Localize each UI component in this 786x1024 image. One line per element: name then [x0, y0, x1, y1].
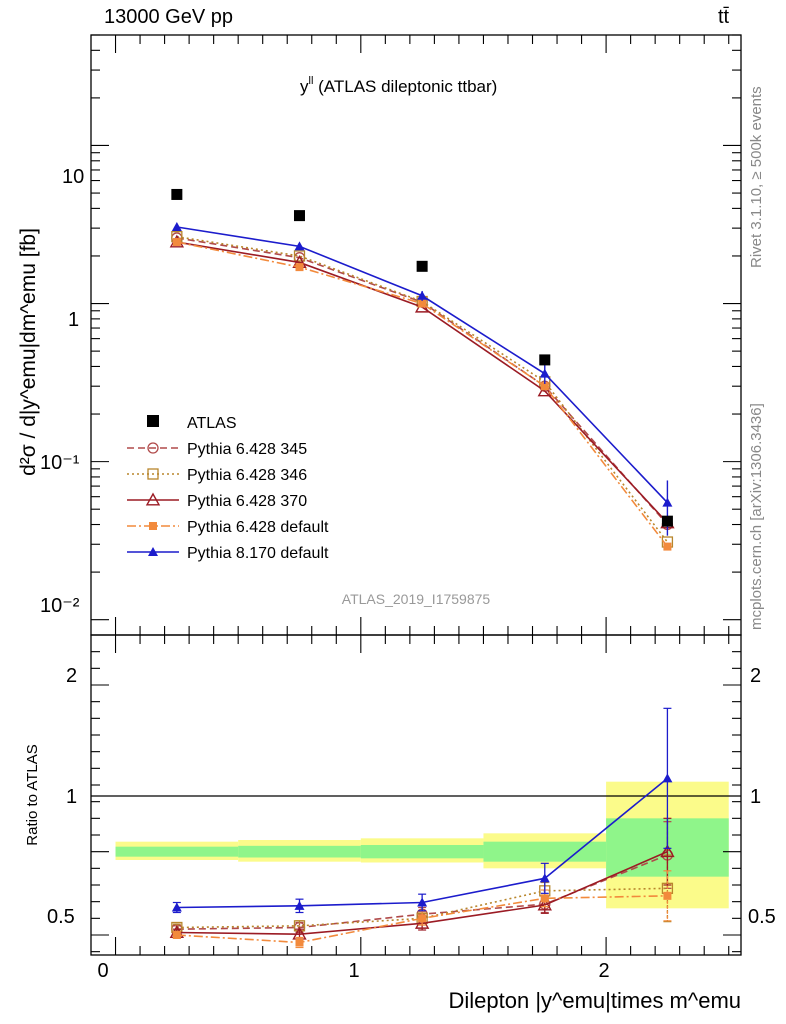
legend-label-series-3: Pythia 6.428 default [187, 519, 329, 536]
band-inner-2 [360, 845, 484, 859]
ratio-ytick-left-0.5: 0.5 [47, 906, 75, 928]
atlas-data-point [539, 354, 551, 366]
main-point-series-4 [171, 221, 182, 231]
ratio-y-axis-label: Ratio to ATLAS [24, 744, 41, 845]
band-inner-1 [238, 845, 361, 858]
main-point-series-4 [539, 368, 550, 378]
process-label: 13000 GeV pp [104, 6, 233, 28]
main-point-series-3 [663, 542, 672, 551]
axis-ticks [91, 34, 741, 955]
xtick-label-0: 0 [97, 960, 108, 982]
mc-ratio-series [169, 707, 675, 949]
legend-marker-series-2 [145, 492, 161, 506]
plot-frames [90, 34, 742, 956]
xtick-label-2: 2 [598, 960, 609, 982]
legend-marker-series-3 [149, 522, 157, 530]
atlas-data-points [171, 188, 673, 527]
ratio-ytick-right-2: 2 [750, 665, 761, 687]
ratio-point-series-4 [417, 897, 428, 907]
legend-label-atlas: ATLAS [187, 415, 237, 432]
ratio-point-series-4 [539, 873, 550, 883]
ytick-label-0.1: 10⁻¹ [40, 452, 80, 474]
atlas-data-point [171, 188, 183, 200]
ratio-point-series-3 [172, 931, 181, 939]
legend-marker-atlas [147, 415, 159, 427]
main-point-series-3 [172, 238, 181, 247]
ratio-plot-frame [90, 634, 742, 956]
legend-marker-series-0 [147, 442, 159, 454]
ratio-ytick-left-1: 1 [66, 786, 77, 808]
ratio-ytick-right-1: 1 [750, 786, 761, 808]
main-point-series-3 [418, 299, 427, 308]
band-inner-3 [483, 841, 607, 862]
ratio-ytick-right-0.5: 0.5 [748, 906, 776, 928]
legend-marker-series-4 [148, 547, 158, 556]
atlas-data-point [293, 210, 305, 222]
x-tick-labels: 0 1 2 [97, 960, 609, 982]
ratio-ytick-left-2: 2 [66, 665, 77, 687]
legend: ATLAS Pythia 6.428 345 Pythia 6.428 346 Py… [127, 415, 329, 562]
ratio-point-series-2 [414, 915, 430, 929]
band-inner-0 [115, 846, 239, 857]
main-point-series-3 [295, 263, 304, 272]
atlas-data-point [661, 515, 673, 527]
plot-title: yll (ATLAS dileptonic ttbar) [300, 75, 497, 96]
xtick-label-1: 1 [348, 960, 359, 982]
main-point-series-3 [540, 382, 549, 391]
main-point-series-4 [417, 290, 428, 300]
legend-label-series-1: Pythia 6.428 346 [187, 467, 307, 484]
final-state-label: tt̄ [718, 6, 730, 28]
legend-label-series-4: Pythia 8.170 default [187, 545, 329, 562]
main-point-series-4 [662, 497, 673, 507]
ratio-point-series-3 [295, 938, 304, 947]
main-y-tick-labels: 10 1 10⁻¹ 10⁻² [40, 166, 84, 617]
ratio-uncertainty-bands [115, 781, 729, 909]
ratio-point-series-2 [537, 897, 552, 911]
legend-label-series-0: Pythia 6.428 345 [187, 441, 307, 458]
x-axis-label: Dilepton |y^emu|times m^emu [449, 988, 742, 1013]
legend-marker-series-1 [147, 468, 159, 480]
analysis-watermark: ATLAS_2019_I1759875 [342, 591, 491, 607]
ratio-point-series-4 [294, 900, 305, 910]
ytick-label-0.01: 10⁻² [40, 595, 80, 617]
ratio-y-tick-labels: 2 1 0.5 2 1 0.5 [47, 665, 776, 928]
ratio-point-series-3 [418, 914, 427, 923]
ratio-line-series-3 [176, 895, 668, 944]
ratio-point-series-2 [660, 844, 675, 858]
ratio-point-series-3 [540, 894, 549, 903]
atlas-data-point [416, 260, 428, 272]
ratio-point-series-4 [662, 773, 673, 783]
main-point-series-2 [537, 383, 552, 397]
ytick-label-1: 1 [68, 309, 79, 331]
main-point-series-4 [294, 241, 305, 251]
main-point-series-1 [293, 250, 306, 262]
main-y-axis-label: d²σ / d|y^emu|dm^emu [fb] [17, 228, 40, 476]
ytick-label-10: 10 [62, 166, 84, 188]
ratio-point-series-4 [171, 902, 182, 912]
legend-label-series-2: Pythia 6.428 370 [187, 493, 307, 510]
ratio-point-series-3 [663, 891, 672, 900]
